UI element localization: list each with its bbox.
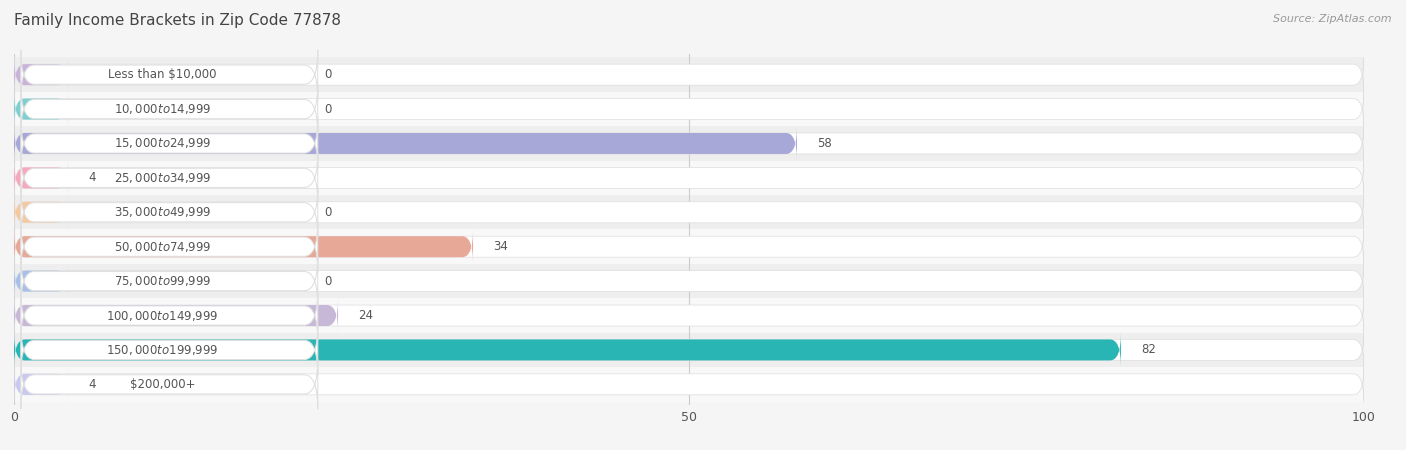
FancyBboxPatch shape <box>21 256 318 306</box>
Text: 4: 4 <box>89 171 96 184</box>
FancyBboxPatch shape <box>14 264 67 298</box>
Text: $50,000 to $74,999: $50,000 to $74,999 <box>114 240 211 254</box>
Text: $25,000 to $34,999: $25,000 to $34,999 <box>114 171 211 185</box>
FancyBboxPatch shape <box>21 188 318 237</box>
FancyBboxPatch shape <box>21 153 318 202</box>
Text: $150,000 to $199,999: $150,000 to $199,999 <box>107 343 219 357</box>
Text: $15,000 to $24,999: $15,000 to $24,999 <box>114 136 211 150</box>
Text: Less than $10,000: Less than $10,000 <box>108 68 217 81</box>
FancyBboxPatch shape <box>14 92 67 126</box>
FancyBboxPatch shape <box>21 291 318 340</box>
FancyBboxPatch shape <box>21 325 318 375</box>
FancyBboxPatch shape <box>21 222 318 271</box>
Text: 0: 0 <box>325 274 332 288</box>
Bar <box>14 230 1364 264</box>
Text: $35,000 to $49,999: $35,000 to $49,999 <box>114 205 211 219</box>
FancyBboxPatch shape <box>14 126 797 161</box>
Bar <box>14 92 1364 126</box>
FancyBboxPatch shape <box>14 333 1364 367</box>
FancyBboxPatch shape <box>14 333 1121 367</box>
Text: $75,000 to $99,999: $75,000 to $99,999 <box>114 274 211 288</box>
Text: 58: 58 <box>817 137 832 150</box>
Bar <box>14 161 1364 195</box>
Text: Family Income Brackets in Zip Code 77878: Family Income Brackets in Zip Code 77878 <box>14 14 342 28</box>
FancyBboxPatch shape <box>14 264 1364 298</box>
Text: 24: 24 <box>359 309 373 322</box>
FancyBboxPatch shape <box>21 360 318 409</box>
Text: $10,000 to $14,999: $10,000 to $14,999 <box>114 102 211 116</box>
Bar <box>14 367 1364 401</box>
Bar <box>14 195 1364 230</box>
FancyBboxPatch shape <box>21 50 318 99</box>
FancyBboxPatch shape <box>14 298 337 333</box>
Bar <box>14 264 1364 298</box>
Text: 82: 82 <box>1142 343 1156 356</box>
Text: 4: 4 <box>89 378 96 391</box>
Text: 0: 0 <box>325 103 332 116</box>
FancyBboxPatch shape <box>14 161 67 195</box>
Text: 34: 34 <box>494 240 508 253</box>
Bar <box>14 58 1364 92</box>
Bar <box>14 298 1364 333</box>
Text: Source: ZipAtlas.com: Source: ZipAtlas.com <box>1274 14 1392 23</box>
Bar <box>14 126 1364 161</box>
FancyBboxPatch shape <box>21 119 318 168</box>
Text: 0: 0 <box>325 206 332 219</box>
FancyBboxPatch shape <box>14 230 472 264</box>
FancyBboxPatch shape <box>14 195 1364 230</box>
FancyBboxPatch shape <box>14 195 67 230</box>
FancyBboxPatch shape <box>14 58 1364 92</box>
FancyBboxPatch shape <box>14 367 1364 401</box>
FancyBboxPatch shape <box>14 126 1364 161</box>
FancyBboxPatch shape <box>14 92 1364 126</box>
FancyBboxPatch shape <box>14 230 1364 264</box>
FancyBboxPatch shape <box>14 298 1364 333</box>
FancyBboxPatch shape <box>14 58 67 92</box>
FancyBboxPatch shape <box>14 161 1364 195</box>
Bar <box>14 333 1364 367</box>
Text: $100,000 to $149,999: $100,000 to $149,999 <box>107 309 219 323</box>
FancyBboxPatch shape <box>21 84 318 134</box>
Text: 0: 0 <box>325 68 332 81</box>
FancyBboxPatch shape <box>14 367 67 401</box>
Text: $200,000+: $200,000+ <box>129 378 195 391</box>
